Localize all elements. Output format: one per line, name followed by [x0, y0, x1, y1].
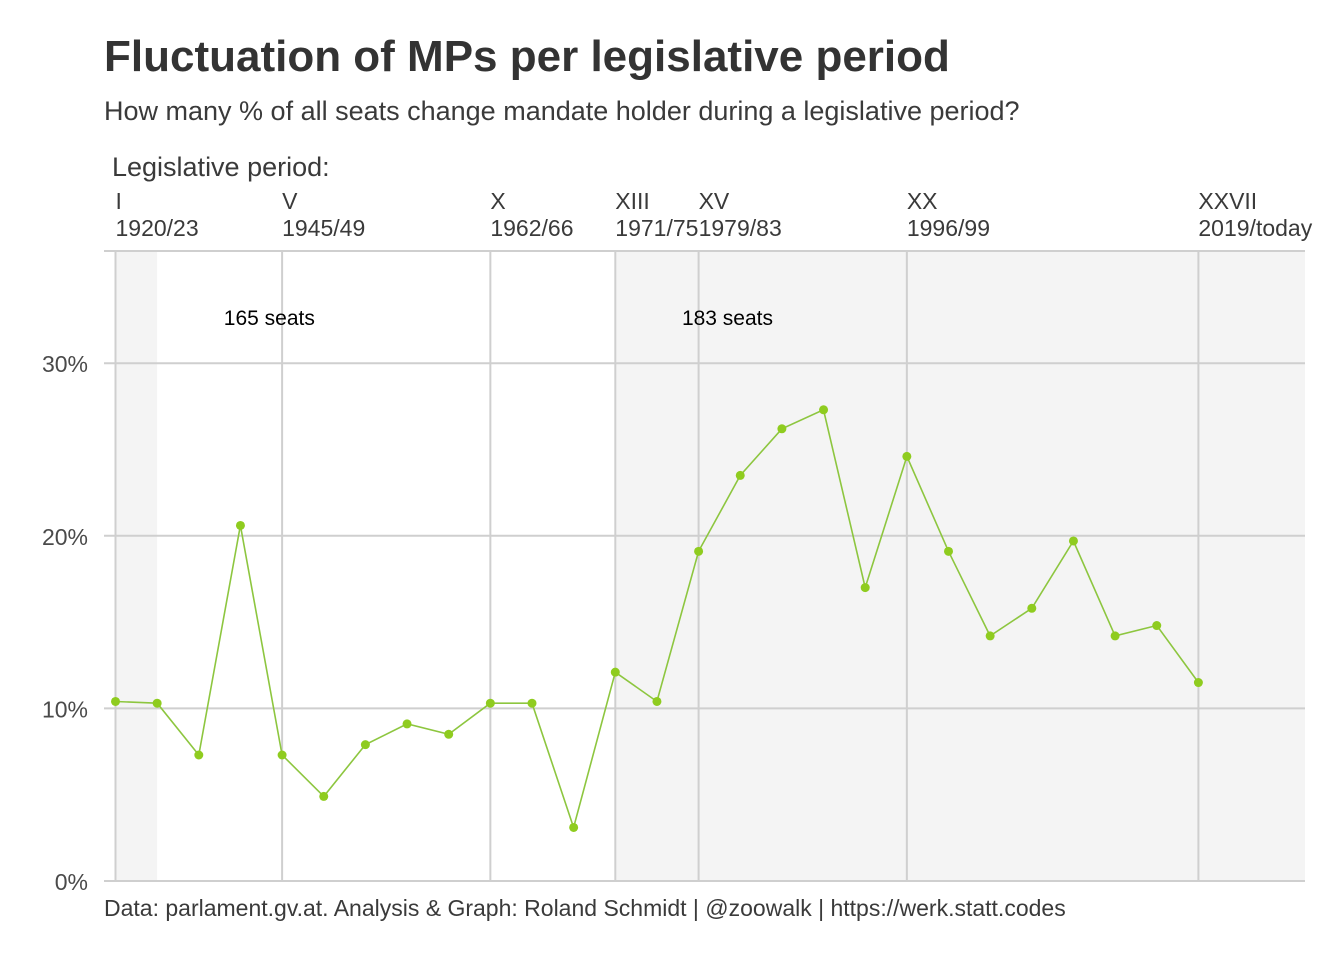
x-tick-years-1: 1945/49 — [282, 215, 365, 241]
data-point-17 — [777, 424, 787, 434]
data-point-24 — [1068, 536, 1078, 546]
x-tick-years-5: 1996/99 — [907, 215, 990, 241]
seat-band-1 — [615, 251, 1305, 881]
data-point-12 — [569, 822, 579, 832]
x-tick-years-4: 1979/83 — [699, 215, 782, 241]
y-tick-label-1: 10% — [42, 696, 88, 722]
data-point-14 — [652, 696, 662, 706]
top-axis-title: Legislative period: — [112, 152, 330, 182]
data-point-3 — [194, 750, 204, 760]
seat-band-0 — [115, 251, 158, 881]
x-tick-years-3: 1971/75 — [615, 215, 698, 241]
x-tick-numeral-6: XXVII — [1198, 188, 1257, 214]
data-point-16 — [735, 470, 745, 480]
y-tick-label-3: 30% — [42, 351, 88, 377]
x-tick-years-6: 2019/today — [1198, 215, 1312, 241]
seat-bands — [115, 251, 1305, 881]
data-point-4 — [235, 520, 245, 530]
data-point-8 — [402, 719, 412, 729]
data-point-15 — [694, 546, 704, 556]
data-point-7 — [360, 740, 370, 750]
chart-subtitle: How many % of all seats change mandate h… — [104, 96, 1020, 126]
x-tick-numeral-5: XX — [907, 188, 938, 214]
data-point-1 — [111, 696, 120, 706]
data-point-6 — [319, 791, 329, 801]
x-tick-numeral-4: XV — [699, 188, 730, 214]
data-point-19 — [860, 583, 870, 593]
data-point-2 — [152, 698, 162, 708]
axis-labels: 0%10%20%30%I1920/23V1945/49X1962/66XIII1… — [42, 188, 1313, 895]
gridlines — [104, 250, 1305, 882]
x-tick-numeral-2: X — [490, 188, 505, 214]
annotation-0: 165 seats — [224, 307, 315, 330]
x-tick-numeral-1: V — [282, 188, 298, 214]
data-point-18 — [819, 405, 829, 415]
data-point-21 — [944, 546, 953, 556]
data-point-22 — [985, 631, 995, 641]
data-point-10 — [485, 698, 495, 708]
chart-caption: Data: parlament.gv.at. Analysis & Graph:… — [104, 895, 1066, 921]
x-tick-years-2: 1962/66 — [490, 215, 573, 241]
data-point-13 — [610, 667, 620, 677]
data-point-5 — [277, 750, 287, 760]
data-point-20 — [902, 451, 912, 461]
x-tick-numeral-0: I — [116, 188, 122, 214]
data-point-23 — [1027, 603, 1037, 613]
data-point-11 — [527, 698, 537, 708]
data-point-9 — [444, 729, 454, 739]
data-point-25 — [1110, 631, 1120, 641]
y-tick-label-2: 20% — [42, 524, 88, 550]
series-fluctuation — [111, 405, 1203, 832]
y-tick-label-0: 0% — [55, 869, 88, 895]
annotation-1: 183 seats — [682, 307, 773, 330]
x-tick-numeral-3: XIII — [615, 188, 650, 214]
x-tick-years-0: 1920/23 — [116, 215, 199, 241]
chart-title: Fluctuation of MPs per legislative perio… — [104, 32, 950, 81]
data-point-27 — [1193, 678, 1203, 688]
data-point-26 — [1152, 621, 1162, 631]
